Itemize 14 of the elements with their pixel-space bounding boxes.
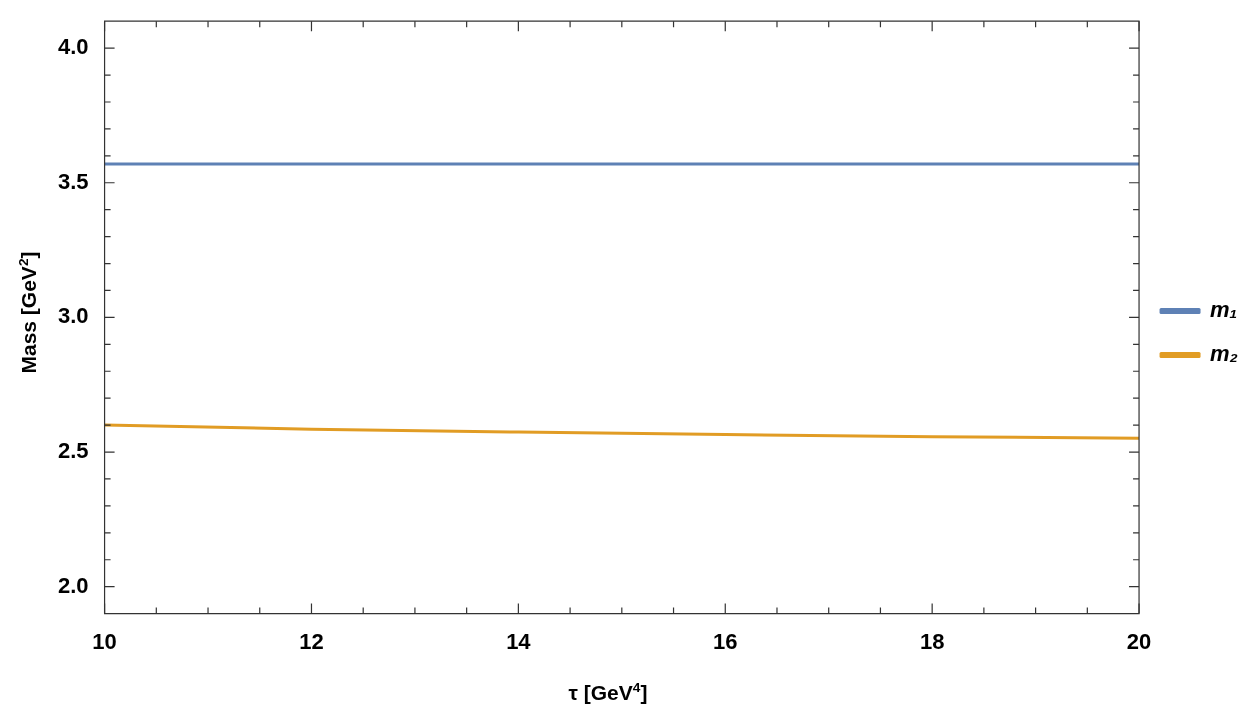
x-tick-label: 16 [713,628,738,654]
x-tick-label: 20 [1126,628,1152,654]
x-tick-label: 18 [919,628,945,654]
y-tick-label: 2.5 [57,438,89,464]
y-tick-label: 2.0 [57,572,89,598]
y-tick-label: 3.5 [57,168,89,194]
legend-label: m₂ [1210,341,1238,367]
y-tick-label: 3.0 [57,303,89,329]
y-tick-label: 4.0 [57,34,89,60]
x-tick-label: 12 [299,628,324,654]
x-axis-title: τ [GeV$^{4}$] [567,680,649,705]
legend-label: m₁ [1210,297,1238,323]
x-tick-label: 14 [506,628,532,654]
x-tick-label: 10 [92,628,117,654]
